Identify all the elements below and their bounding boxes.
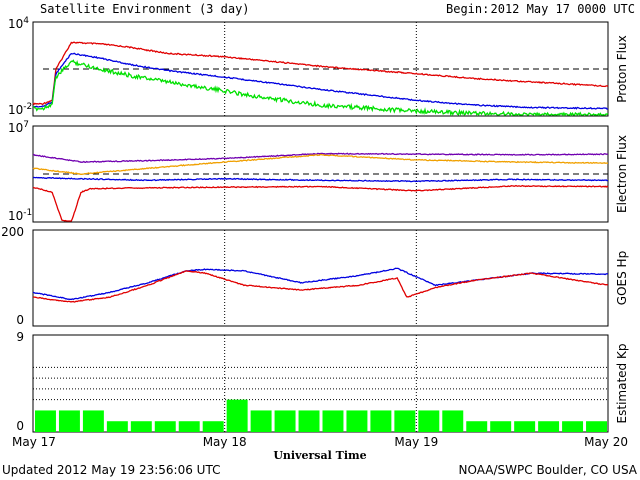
y-tick-label: 9	[16, 330, 24, 344]
kp-bar	[250, 410, 272, 432]
panel-ylabel: Proton Flux	[615, 35, 629, 102]
y-tick-label: 10-1	[8, 208, 32, 223]
kp-bar	[274, 410, 296, 432]
kp-bar	[490, 421, 512, 432]
chart-title: Satellite Environment (3 day)	[40, 2, 250, 16]
kp-bar	[130, 421, 152, 432]
kp-bar	[226, 399, 248, 432]
kp-bar	[586, 421, 607, 432]
panel-goes-hp: GOES Hp 200 0	[1, 225, 629, 327]
series-line	[32, 153, 608, 175]
kp-bar	[106, 421, 128, 432]
y-tick-label: 10-2	[8, 102, 32, 117]
panel-estimated-kp: Estimated Kp 9 0	[16, 330, 629, 433]
x-tick-label: May 20	[584, 435, 628, 449]
series-line	[32, 176, 608, 183]
source-credit: NOAA/SWPC Boulder, CO USA	[459, 463, 638, 477]
series-line	[32, 184, 609, 222]
x-tick-label: May 17	[12, 435, 56, 449]
y-tick-label: 0	[16, 313, 24, 327]
begin-value: 2012 May 17 0000 UTC	[491, 2, 636, 16]
kp-bar	[370, 410, 392, 432]
panel-frame	[32, 334, 609, 433]
panel-frame	[32, 21, 609, 117]
kp-bar	[298, 410, 320, 432]
kp-bar	[442, 410, 464, 432]
panel-ylabel: GOES Hp	[615, 251, 629, 305]
chart-header: Satellite Environment (3 day) Begin: 201…	[40, 2, 635, 16]
y-tick-label: 200	[1, 225, 24, 239]
y-tick-label: 107	[8, 120, 29, 135]
kp-bar	[466, 421, 488, 432]
panel-ylabel: Estimated Kp	[615, 344, 629, 424]
kp-bar	[418, 410, 440, 432]
kp-bar	[58, 410, 80, 432]
updated-timestamp: Updated 2012 May 19 23:56:06 UTC	[2, 463, 220, 477]
panel-electron-flux: Electron Flux 107 10-1	[8, 120, 629, 223]
y-tick-label: 0	[16, 419, 24, 433]
kp-bar	[562, 421, 584, 432]
kp-bar	[202, 421, 224, 432]
x-tick-label: May 19	[394, 435, 438, 449]
series-line	[32, 152, 609, 163]
series-line	[32, 41, 609, 106]
begin-label: Begin:	[446, 2, 489, 16]
kp-bar	[178, 421, 200, 432]
panel-frame	[32, 229, 609, 327]
kp-bar	[394, 410, 416, 432]
kp-bar	[346, 410, 368, 432]
x-axis-label: Universal Time	[273, 449, 366, 462]
kp-bar	[538, 421, 560, 432]
series-line	[32, 59, 609, 117]
x-tick-label: May 18	[203, 435, 247, 449]
panel-frame	[32, 125, 609, 223]
series-line	[32, 269, 609, 303]
series-line	[32, 52, 609, 110]
panel-ylabel: Electron Flux	[615, 135, 629, 213]
panel-proton-flux: Proton Flux 104 10-2	[8, 16, 629, 117]
kp-bar	[35, 410, 56, 432]
y-tick-label: 104	[8, 16, 29, 31]
kp-bar	[322, 410, 344, 432]
kp-bar	[154, 421, 176, 432]
kp-bar	[514, 421, 536, 432]
x-axis: May 17 May 18 May 19 May 20	[12, 435, 628, 449]
chart-footer: Updated 2012 May 19 23:56:06 UTC NOAA/SW…	[2, 463, 638, 477]
chart-panels: Proton Flux 104 10-2 Electron Flux 107 10-1 GO…	[1, 16, 629, 433]
kp-bar	[82, 410, 104, 432]
